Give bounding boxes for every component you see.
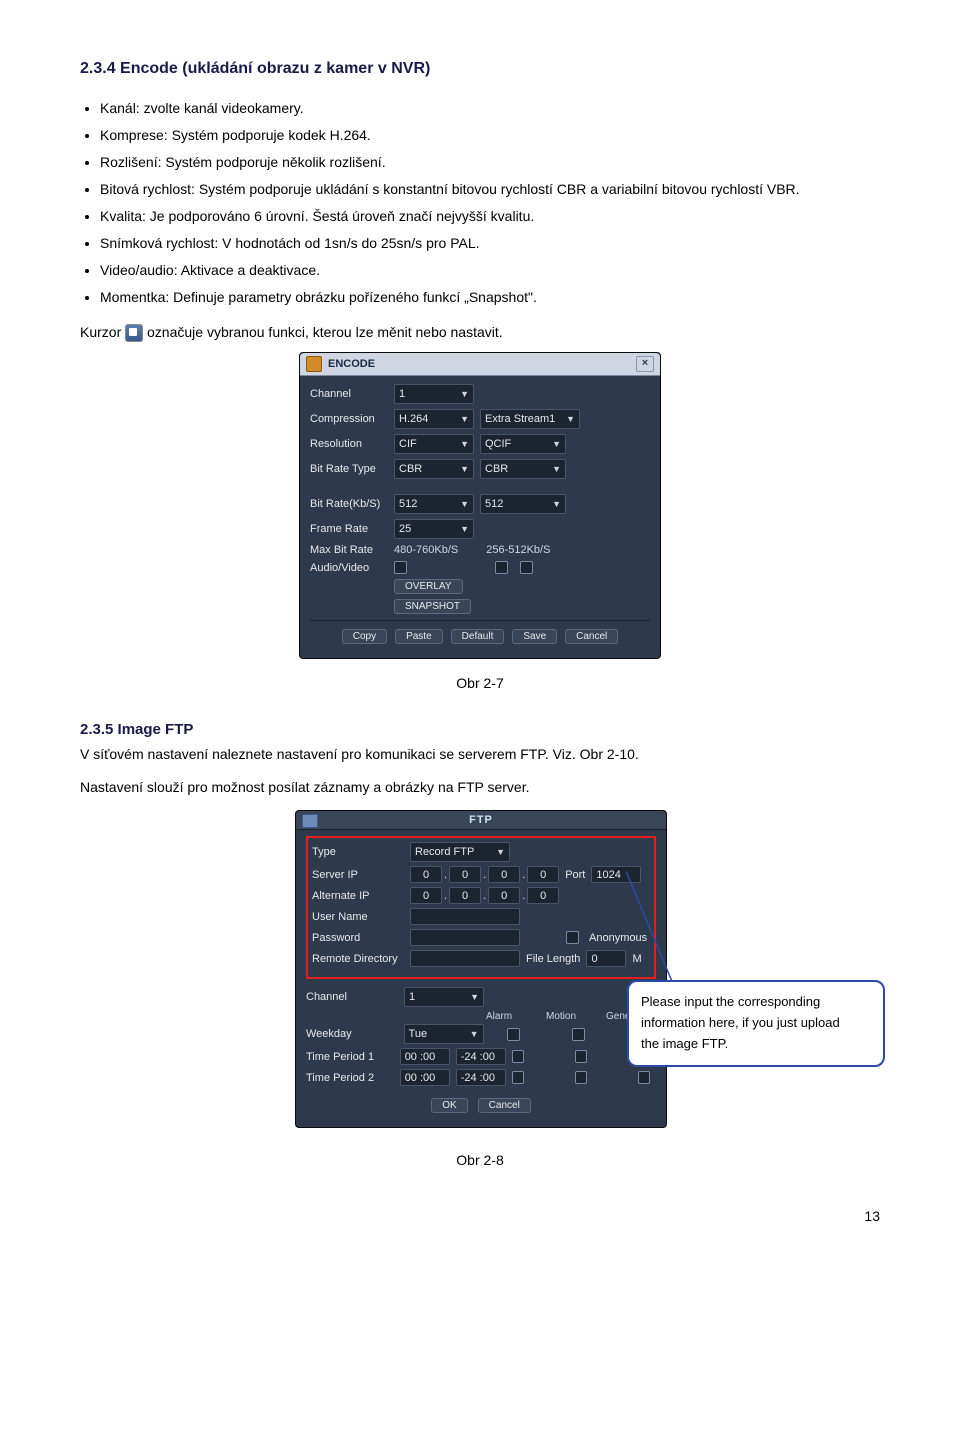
br2-select[interactable]: 512▼ bbox=[480, 494, 566, 514]
fr-select[interactable]: 25▼ bbox=[394, 519, 474, 539]
label-bitrate: Bit Rate(Kb/S) bbox=[310, 498, 388, 510]
altip-input[interactable]: 0. 0. 0. 0 bbox=[410, 887, 559, 904]
label-username: User Name bbox=[312, 911, 404, 923]
label-compression: Compression bbox=[310, 413, 388, 425]
default-button[interactable]: Default bbox=[451, 629, 505, 644]
ftp-cancel-button[interactable]: Cancel bbox=[478, 1098, 531, 1113]
tp1b-input[interactable]: -24 :00 bbox=[456, 1048, 506, 1065]
page-number: 13 bbox=[80, 1208, 880, 1224]
tp2-alarm-check[interactable] bbox=[512, 1071, 524, 1084]
label-channel: Channel bbox=[310, 388, 388, 400]
label-maxbitrate: Max Bit Rate bbox=[310, 544, 388, 556]
ftp-dialog: FTP Type Record FTP▼ Server IP 0. 0. 0. … bbox=[295, 810, 667, 1128]
window-icon bbox=[306, 356, 322, 372]
encode-dialog: ENCODE × Channel 1▼ Compression H.264▼ E… bbox=[299, 352, 661, 659]
callout-line2: information here, if you just upload bbox=[641, 1015, 840, 1030]
res1-select[interactable]: CIF▼ bbox=[394, 434, 474, 454]
cancel-button[interactable]: Cancel bbox=[565, 629, 618, 644]
max1-text: 480-760Kb/S bbox=[394, 544, 458, 556]
callout-line1: Please input the corresponding bbox=[641, 994, 820, 1009]
label-password: Password bbox=[312, 932, 404, 944]
dialog-titlebar: ENCODE × bbox=[300, 353, 660, 376]
res2-select[interactable]: QCIF▼ bbox=[480, 434, 566, 454]
caption-28: Obr 2-8 bbox=[80, 1152, 880, 1168]
callout-line3: the image FTP. bbox=[641, 1036, 728, 1051]
br1-select[interactable]: 512▼ bbox=[394, 494, 474, 514]
tp2-general-check[interactable] bbox=[638, 1071, 650, 1084]
cursor-prefix: Kurzor bbox=[80, 324, 121, 340]
tp2-motion-check[interactable] bbox=[575, 1071, 587, 1084]
bullet-item: Video/audio: Aktivace a deaktivace. bbox=[100, 260, 880, 281]
cursor-note: Kurzor označuje vybranou funkci, kterou … bbox=[80, 324, 880, 342]
heading-235: 2.3.5 Image FTP bbox=[80, 721, 880, 738]
caption-27: Obr 2-7 bbox=[80, 675, 880, 691]
label-tp1: Time Period 1 bbox=[306, 1051, 394, 1063]
tp2b-input[interactable]: -24 :00 bbox=[456, 1069, 506, 1086]
ftp-icon bbox=[302, 814, 318, 828]
tp1a-input[interactable]: 00 :00 bbox=[400, 1048, 450, 1065]
label-framerate: Frame Rate bbox=[310, 523, 388, 535]
callout-box: Please input the corresponding informati… bbox=[627, 980, 885, 1066]
bullet-item: Snímková rychlost: V hodnotách od 1sn/s … bbox=[100, 233, 880, 254]
wk-alarm-check[interactable] bbox=[507, 1028, 520, 1041]
overlay-button[interactable]: OVERLAY bbox=[394, 579, 463, 594]
username-input[interactable] bbox=[410, 908, 520, 925]
max2-text: 256-512Kb/S bbox=[486, 544, 550, 556]
dialog-title: ENCODE bbox=[328, 358, 375, 370]
bullet-item: Rozlišení: Systém podporuje několik rozl… bbox=[100, 152, 880, 173]
bullet-item: Bitová rychlost: Systém podporuje ukládá… bbox=[100, 179, 880, 200]
copy-button[interactable]: Copy bbox=[342, 629, 387, 644]
bullet-item: Komprese: Systém podporuje kodek H.264. bbox=[100, 125, 880, 146]
bullet-item: Kanál: zvolte kanál videokamery. bbox=[100, 98, 880, 119]
label-bitratetype: Bit Rate Type bbox=[310, 463, 388, 475]
snapshot-button[interactable]: SNAPSHOT bbox=[394, 599, 471, 614]
label-remotedir: Remote Directory bbox=[312, 953, 404, 965]
av-check-2[interactable] bbox=[495, 561, 508, 574]
label-channel-ftp: Channel bbox=[306, 991, 398, 1003]
tp1-motion-check[interactable] bbox=[575, 1050, 587, 1063]
ok-button[interactable]: OK bbox=[431, 1098, 467, 1113]
serverip-input[interactable]: 0. 0. 0. 0 bbox=[410, 866, 559, 883]
ftp-channel-select[interactable]: 1▼ bbox=[404, 987, 484, 1007]
close-icon[interactable]: × bbox=[636, 356, 654, 372]
channel-select[interactable]: 1▼ bbox=[394, 384, 474, 404]
bullet-item: Kvalita: Je podporováno 6 úrovní. Šestá … bbox=[100, 206, 880, 227]
save-button[interactable]: Save bbox=[512, 629, 557, 644]
password-input[interactable] bbox=[410, 929, 520, 946]
label-port: Port bbox=[565, 869, 585, 881]
para-235-2: Nastavení slouží pro možnost posílat záz… bbox=[80, 777, 880, 798]
av-check-3[interactable] bbox=[520, 561, 533, 574]
label-tp2: Time Period 2 bbox=[306, 1072, 394, 1084]
ftp-title-text: FTP bbox=[469, 814, 493, 826]
bullet-list-234: Kanál: zvolte kanál videokamery. Kompres… bbox=[100, 98, 880, 308]
heading-234: 2.3.4 Encode (ukládání obrazu z kamer v … bbox=[80, 60, 880, 78]
label-alternateip: Alternate IP bbox=[312, 890, 404, 902]
weekday-select[interactable]: Tue▼ bbox=[404, 1024, 484, 1044]
label-type: Type bbox=[312, 846, 404, 858]
paste-button[interactable]: Paste bbox=[395, 629, 443, 644]
extrastream-select[interactable]: Extra Stream1▼ bbox=[480, 409, 580, 429]
brt2-select[interactable]: CBR▼ bbox=[480, 459, 566, 479]
label-serverip: Server IP bbox=[312, 869, 404, 881]
av-check-1[interactable] bbox=[394, 561, 407, 574]
wk-motion-check[interactable] bbox=[572, 1028, 585, 1041]
brt1-select[interactable]: CBR▼ bbox=[394, 459, 474, 479]
ftp-titlebar: FTP bbox=[296, 811, 666, 830]
remotedir-input[interactable] bbox=[410, 950, 520, 967]
para-235-1: V síťovém nastavení naleznete nastavení … bbox=[80, 744, 880, 765]
filelen-input[interactable]: 0 bbox=[586, 950, 626, 967]
anonymous-check[interactable] bbox=[566, 931, 579, 944]
tp1-alarm-check[interactable] bbox=[512, 1050, 524, 1063]
bullet-item: Momentka: Definuje parametry obrázku poř… bbox=[100, 287, 880, 308]
tp2a-input[interactable]: 00 :00 bbox=[400, 1069, 450, 1086]
label-audiovideo: Audio/Video bbox=[310, 562, 388, 574]
highlight-box: Type Record FTP▼ Server IP 0. 0. 0. 0 Po… bbox=[306, 836, 656, 979]
compression-select[interactable]: H.264▼ bbox=[394, 409, 474, 429]
type-select[interactable]: Record FTP▼ bbox=[410, 842, 510, 862]
cursor-icon bbox=[125, 324, 143, 342]
label-filelen: File Length bbox=[526, 953, 580, 965]
label-resolution: Resolution bbox=[310, 438, 388, 450]
cursor-suffix: označuje vybranou funkci, kterou lze měn… bbox=[147, 324, 503, 340]
label-weekday: Weekday bbox=[306, 1028, 398, 1040]
